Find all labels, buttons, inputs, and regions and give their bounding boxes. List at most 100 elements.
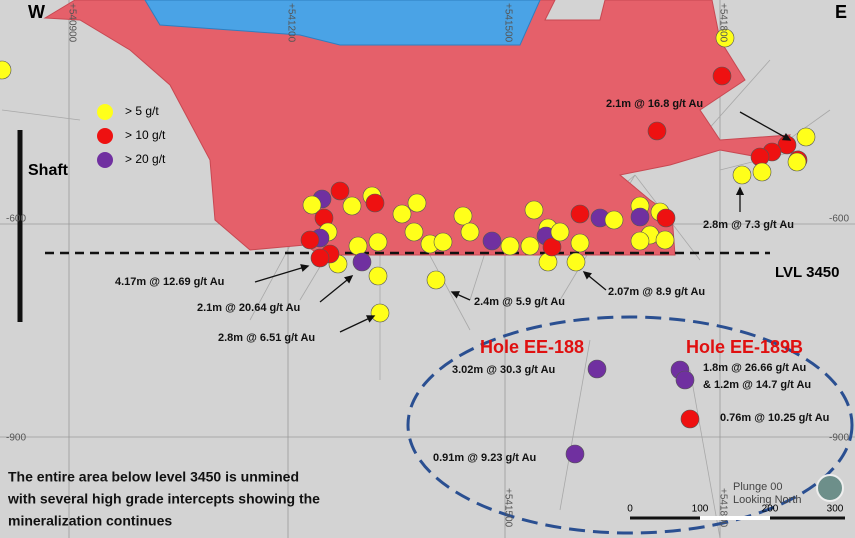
assay-point: [404, 222, 424, 242]
assay-point: [796, 127, 816, 147]
assay-point: [0, 60, 12, 80]
intercept-label: 0.91m @ 9.23 g/t Au: [433, 452, 536, 464]
assay-point: [300, 230, 320, 250]
assay-point: [482, 231, 502, 251]
intercept-label: 3.02m @ 30.3 g/t Au: [452, 364, 555, 376]
assay-points: [0, 28, 816, 464]
grid-label: +541200: [285, 3, 296, 43]
view-direction: Looking North: [733, 494, 802, 506]
note-line: mineralization continues: [8, 513, 172, 529]
legend-swatch: [97, 152, 113, 168]
intercept-label: & 1.2m @ 14.7 g/t Au: [703, 379, 811, 391]
intercept-label: 2.1m @ 16.8 g/t Au: [606, 98, 703, 110]
scale-label: 100: [692, 504, 709, 515]
assay-point: [655, 230, 675, 250]
assay-point: [352, 252, 372, 272]
arrow-shaft: [254, 265, 309, 283]
target-ellipse: [406, 315, 854, 535]
note-line: The entire area below level 3450 is unmi…: [8, 469, 299, 485]
assay-point: [524, 200, 544, 220]
assay-point: [407, 193, 427, 213]
drill-trace: [559, 339, 591, 511]
legend-swatch: [97, 104, 113, 120]
intercept-label: 4.17m @ 12.69 g/t Au: [115, 276, 224, 288]
assay-point: [392, 204, 412, 224]
arrow-head: [781, 133, 792, 141]
arrow-shaft: [739, 111, 791, 141]
assay-point: [550, 222, 570, 242]
level-label: LVL 3450: [775, 264, 839, 281]
scale-label: 300: [827, 504, 844, 515]
scale-bar-segment: [700, 516, 770, 520]
assay-point: [712, 66, 732, 86]
assay-point: [587, 359, 607, 379]
compass-east: E: [835, 2, 847, 22]
assay-point: [500, 236, 520, 256]
assay-point: [680, 409, 700, 429]
assay-point: [426, 270, 446, 290]
assay-point: [630, 207, 650, 227]
assay-point: [570, 204, 590, 224]
grid-label: +540900: [66, 3, 77, 43]
intercept-label: 2.4m @ 5.9 g/t Au: [474, 296, 565, 308]
assay-point: [348, 236, 368, 256]
compass-west: W: [28, 2, 45, 22]
assay-point: [433, 232, 453, 252]
legend-swatch: [97, 128, 113, 144]
arrow-head: [450, 291, 461, 299]
assay-point: [460, 222, 480, 242]
assay-point: [787, 152, 807, 172]
assay-point: [566, 252, 586, 272]
shaft-label: Shaft: [28, 162, 69, 179]
arrow-head: [344, 275, 354, 284]
assay-point: [630, 231, 650, 251]
arrows: [254, 111, 792, 333]
assay-point: [570, 233, 590, 253]
grid-label: -600: [829, 214, 849, 225]
assay-point: [675, 370, 695, 390]
intercept-label: 1.8m @ 26.66 g/t Au: [703, 362, 806, 374]
grid-label: -900: [829, 433, 849, 444]
assay-point: [604, 210, 624, 230]
assay-point: [520, 236, 540, 256]
assay-point: [368, 232, 388, 252]
intercept-label: 2.8m @ 6.51 g/t Au: [218, 332, 315, 344]
orebody: [43, 0, 791, 256]
assay-point: [453, 206, 473, 226]
intercept-label: 0.76m @ 10.25 g/t Au: [720, 412, 829, 424]
assay-point: [365, 193, 385, 213]
intercept-label: 2.1m @ 20.64 g/t Au: [197, 302, 300, 314]
drill-trace: [1, 109, 81, 121]
legend-label: > 10 g/t: [125, 128, 166, 142]
view-plunge: Plunge 00: [733, 481, 783, 493]
intercept-label: 2.07m @ 8.9 g/t Au: [608, 286, 705, 298]
view-icon: [816, 474, 844, 502]
mined-stope: [144, 0, 541, 46]
arrow-head: [365, 315, 376, 323]
grid-label: -600: [6, 214, 26, 225]
arrow-head: [582, 271, 592, 280]
assay-point: [647, 121, 667, 141]
assay-point: [342, 196, 362, 216]
assay-point: [656, 208, 676, 228]
grid-label: +541500: [502, 3, 513, 43]
assay-point: [302, 195, 322, 215]
assay-point: [732, 165, 752, 185]
assay-point: [368, 266, 388, 286]
assay-point: [370, 303, 390, 323]
assay-point: [542, 237, 562, 257]
grid-label: +541800: [717, 3, 728, 43]
intercept-label: 2.8m @ 7.3 g/t Au: [703, 219, 794, 231]
legend-label: > 20 g/t: [125, 152, 166, 166]
drill-trace: [689, 369, 721, 538]
grid-label: +541500: [502, 488, 513, 528]
arrow-head: [735, 186, 745, 195]
assay-point: [330, 181, 350, 201]
hole-label: Hole EE-189B: [686, 337, 803, 357]
assay-point: [715, 28, 735, 48]
assay-point: [565, 444, 585, 464]
note-line: with several high grade intercepts showi…: [7, 491, 320, 507]
assay-point: [752, 162, 772, 182]
grid-label: +541800: [717, 488, 728, 528]
